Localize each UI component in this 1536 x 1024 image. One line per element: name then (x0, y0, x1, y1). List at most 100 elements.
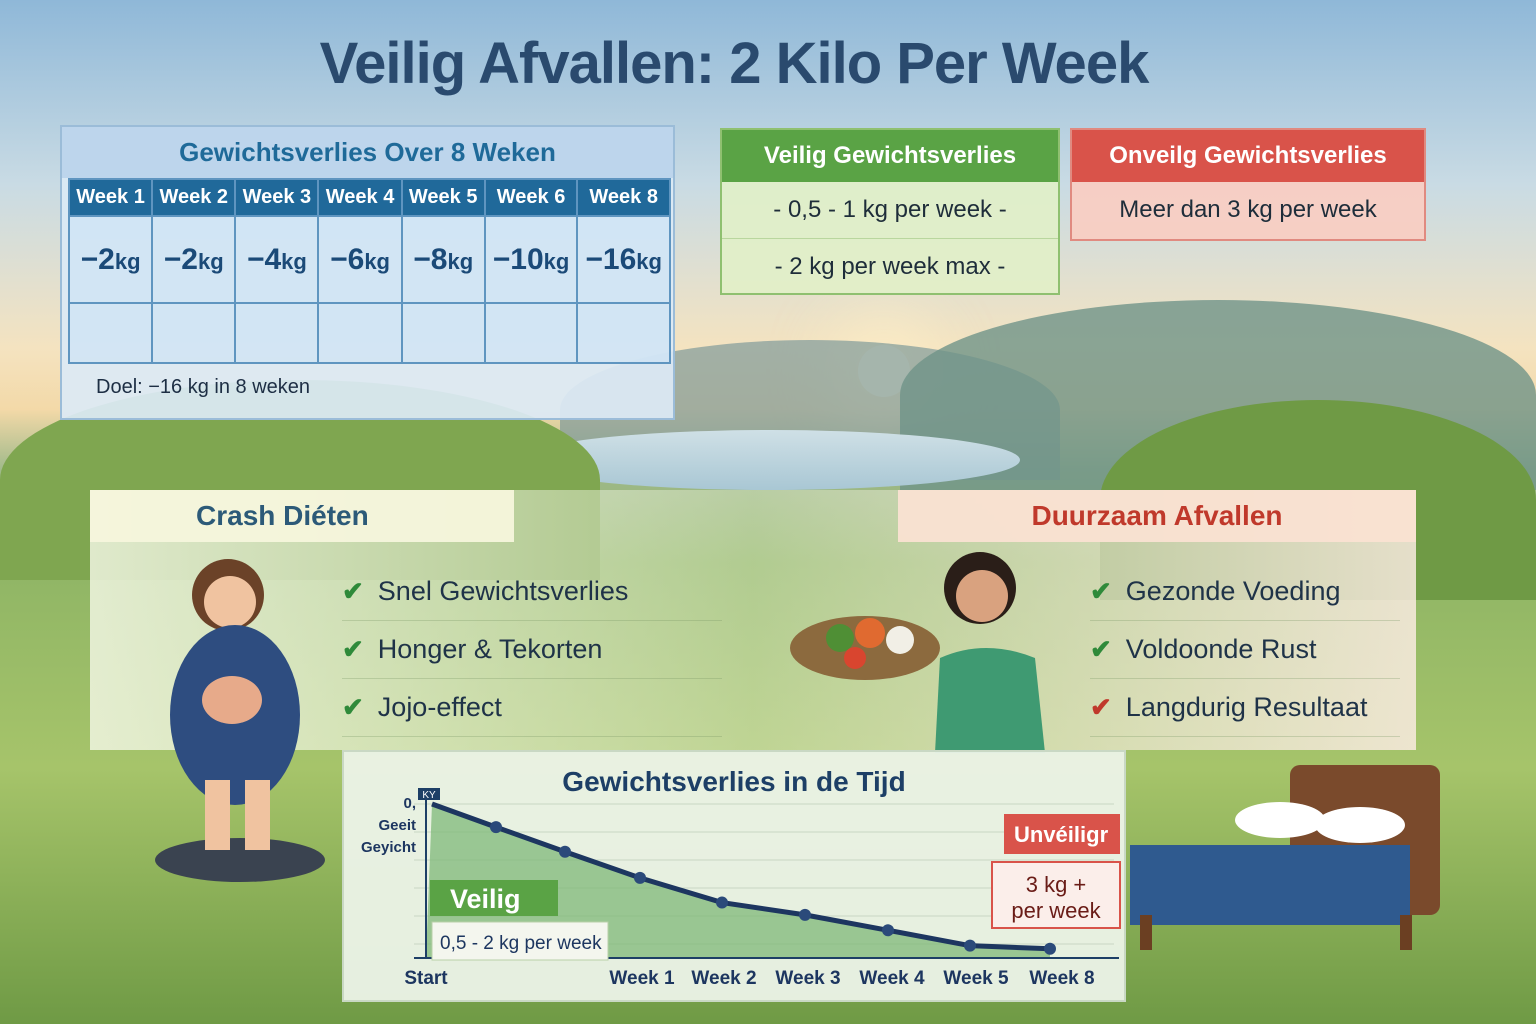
unit: kg (198, 248, 224, 274)
empty-cell (234, 302, 320, 364)
data-point (490, 821, 502, 834)
checkmark-icon: ✔ (1090, 692, 1112, 722)
unsafe-range-box (991, 861, 1121, 929)
loss-value: −2 (80, 242, 115, 276)
table-header-cell: Week 4 (317, 178, 403, 217)
list-item: ✔ Honger & Tekorten (342, 621, 722, 679)
table-header-cell: Week 3 (234, 178, 320, 217)
table-header-cell: Week 8 (576, 178, 671, 217)
lake (520, 430, 1020, 490)
safe-loss-card: Veilig Gewichtsverlies - 0,5 - 1 kg per … (720, 128, 1060, 295)
weight-loss-table-card: Gewichtsverlies Over 8 Weken Week 1 Week … (60, 125, 675, 420)
safe-range: 0,5 - 2 kg per week (440, 933, 602, 954)
table-value-cell: −10kg (483, 215, 579, 304)
unit: kg (114, 248, 141, 274)
x-tick-label: Week 5 (943, 968, 1009, 989)
weight-loss-table: Week 1 Week 2 Week 3 Week 4 Week 5 Week 6 Week… (67, 178, 671, 364)
empty-cell (151, 302, 237, 364)
unit: kg (281, 248, 307, 274)
table-value-cell: −2kg (151, 215, 237, 304)
empty-cell (576, 302, 671, 364)
list-item-label: Honger & Tekorten (377, 634, 603, 664)
list-item: ✔ Voldoonde Rust (1090, 621, 1400, 679)
unsafe-range: 3 kg + (1026, 872, 1087, 897)
unit: kg (636, 248, 662, 274)
safe-range-box (431, 921, 609, 961)
safe-loss-row: - 0,5 - 1 kg per week - (722, 182, 1058, 239)
crash-diet-list: ✔ Snel Gewichtsverlies ✔ Honger & Tekorten ✔… (342, 563, 722, 737)
x-tick-label: Week 2 (691, 968, 756, 989)
table-header-cell: Week 2 (151, 178, 237, 217)
chart-plot: Start Week 1 Week 2 Week 3 Week 4 Week 5 Week … (361, 788, 1121, 989)
loss-value: −4 (246, 242, 282, 276)
checkmark-icon: ✔ (342, 576, 364, 606)
table-value-cell: −16kg (576, 215, 671, 304)
list-item-label: Gezonde Voeding (1125, 576, 1341, 606)
data-point (964, 939, 976, 952)
data-point (634, 871, 646, 884)
y-axis-label: Geeit (378, 817, 416, 834)
weight-over-time-chart: Gewichtsverlies in de Tijd Start Week 1 We… (342, 750, 1126, 1002)
area-fill (426, 804, 1050, 958)
unsafe-label: Unvéiligr (1014, 822, 1109, 847)
loss-value: −8 (413, 242, 448, 276)
woman-with-salad-illustration (790, 552, 1045, 753)
unsafe-loss-title: Onveilg Gewichtsverlies (1072, 130, 1424, 182)
list-item: ✔ Langdurig Resultaat (1090, 679, 1400, 737)
page-title: Veilig Afvallen: 2 Kilo Per Week (319, 31, 1150, 96)
empty-cell (67, 302, 154, 364)
x-tick-label: Week 8 (1029, 968, 1094, 989)
empty-cell (483, 302, 579, 364)
list-item-label: Snel Gewichtsverlies (377, 576, 629, 606)
unit: kg (364, 248, 390, 274)
table-title: Gewichtsverlies Over 8 Weken (62, 127, 673, 178)
unsafe-range: per week (1011, 898, 1101, 923)
safe-label-box (430, 880, 558, 916)
sustainable-title: Duurzaam Afvallen (898, 490, 1416, 542)
empty-cell (400, 302, 486, 364)
safe-loss-title: Veilig Gewichtsverlies (722, 130, 1058, 182)
x-tick-label: Week 4 (859, 968, 925, 989)
list-item-label: Voldoonde Rust (1125, 634, 1317, 664)
loss-value: −2 (163, 242, 198, 276)
table-value-cell: −8kg (400, 215, 486, 304)
x-tick-label: Week 1 (609, 968, 675, 989)
axis-badge-text: KY (422, 790, 436, 801)
list-item-label: Jojo-effect (377, 692, 502, 722)
empty-cell (317, 302, 403, 364)
table-value-cell: −2kg (67, 215, 154, 304)
unsafe-loss-card: Onveilg Gewichtsverlies Meer dan 3 kg pe… (1070, 128, 1426, 241)
table-value-cell: −4kg (234, 215, 320, 304)
loss-value: −6 (330, 242, 365, 276)
chart-title: Gewichtsverlies in de Tijd (562, 766, 906, 797)
axis-badge (418, 788, 440, 800)
checkmark-icon: ✔ (342, 634, 364, 664)
y-axis-label: Geyicht (361, 839, 416, 856)
data-point (799, 908, 811, 921)
unit: kg (447, 248, 474, 274)
checkmark-icon: ✔ (1090, 634, 1112, 664)
safe-label: Veilig (450, 884, 521, 914)
bed-illustration (1130, 765, 1440, 950)
list-item: ✔ Gezonde Voeding (1090, 563, 1400, 621)
data-point (882, 924, 894, 937)
list-item-label: Langdurig Resultaat (1125, 692, 1368, 722)
list-item: ✔ Jojo-effect (342, 679, 722, 737)
crash-diet-title: Crash Diéten (90, 490, 514, 542)
data-point (559, 845, 571, 858)
table-header-cell: Week 6 (483, 178, 579, 217)
unit: kg (543, 248, 570, 274)
unsafe-loss-row: Meer dan 3 kg per week (1119, 196, 1377, 223)
loss-value: −16 (585, 242, 637, 276)
y-axis-label: 0, (403, 795, 416, 812)
data-point (1044, 942, 1056, 955)
x-tick-label: Week 3 (775, 968, 840, 989)
woman-on-scale-illustration (155, 559, 325, 882)
table-value-cell: −6kg (317, 215, 403, 304)
data-point (716, 896, 728, 909)
unsafe-label-box (1004, 814, 1120, 854)
goal-text: Doel: −16 kg in 8 weken (96, 376, 311, 398)
table-header-cell: Week 5 (400, 178, 486, 217)
list-item: ✔ Snel Gewichtsverlies (342, 563, 722, 621)
sustainable-list: ✔ Gezonde Voeding ✔ Voldoonde Rust ✔ Langduri… (1090, 563, 1400, 737)
